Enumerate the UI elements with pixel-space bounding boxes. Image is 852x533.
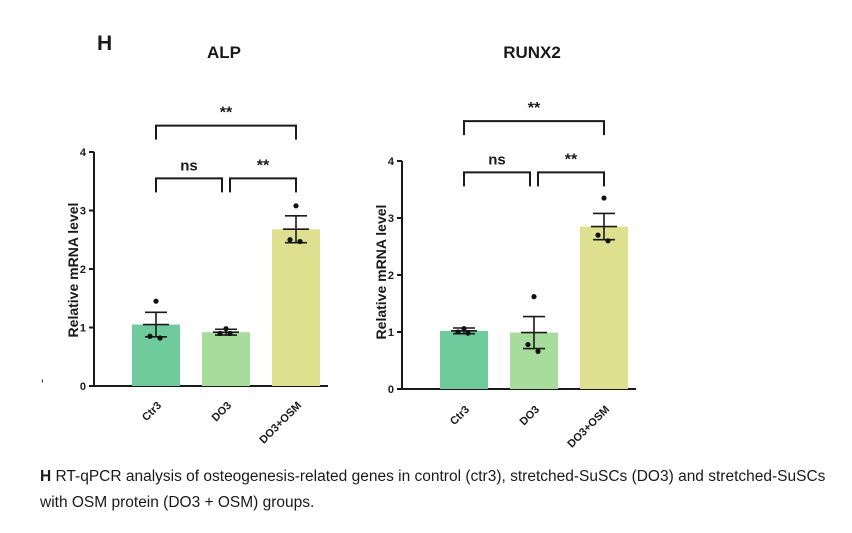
- significance-bracket: [463, 171, 531, 187]
- x-tick-label: DO3+OSM: [257, 400, 304, 447]
- data-point: [465, 330, 471, 336]
- y-tick-label: 0: [80, 381, 86, 393]
- data-point: [601, 195, 607, 201]
- significance-label: **: [565, 151, 578, 168]
- data-point: [293, 203, 299, 209]
- significance-bracket: [229, 177, 297, 193]
- significance-label: **: [528, 100, 541, 117]
- chart-runx2: RUNX2 Relative mRNA level 0 1 2 3 4 Ctr3 DO3 DO3+…: [373, 43, 636, 450]
- data-point: [595, 232, 601, 238]
- y-tick-label: 1: [388, 327, 394, 339]
- data-point: [147, 333, 153, 339]
- y-tick-label: 3: [80, 206, 86, 218]
- data-point: [223, 326, 229, 332]
- data-point: [217, 330, 223, 336]
- data-point: [157, 335, 163, 341]
- significance-label: ns: [180, 157, 198, 174]
- y-tick-label: 0: [388, 384, 394, 396]
- y-tick-label: 4: [80, 147, 87, 159]
- y-tick-label: 2: [388, 270, 394, 282]
- data-point: [227, 330, 233, 336]
- significance-bracket: [155, 124, 297, 140]
- data-point: [455, 329, 461, 335]
- bar: [440, 330, 488, 389]
- significance-label: **: [220, 105, 233, 122]
- figure-caption: H RT-qPCR analysis of osteogenesis-relat…: [40, 464, 830, 516]
- y-tick-label: 4: [388, 156, 395, 168]
- x-tick-label: DO3: [210, 400, 234, 424]
- data-point: [605, 238, 611, 244]
- bar: [580, 226, 628, 389]
- y-tick-label: 3: [388, 213, 394, 225]
- x-tick-label: DO3: [518, 404, 542, 428]
- x-tick-label: Ctr3: [448, 404, 472, 428]
- data-point: [461, 325, 467, 332]
- panel-letter: H: [97, 32, 112, 55]
- y-tick-label: 2: [80, 264, 86, 276]
- bar: [272, 229, 320, 386]
- chart-title: ALP: [207, 43, 241, 62]
- significance-bracket: [155, 177, 223, 193]
- significance-bracket: [537, 171, 605, 187]
- stray-mark: ': [41, 376, 44, 392]
- y-axis-label: Relative mRNA level: [65, 203, 81, 338]
- x-tick-label: Ctr3: [140, 400, 164, 424]
- x-tick-label: DO3+OSM: [565, 404, 612, 451]
- caption-text: RT-qPCR analysis of osteogenesis-related…: [40, 468, 826, 511]
- significance-label: ns: [488, 151, 506, 168]
- y-axis-label: Relative mRNA level: [373, 205, 389, 340]
- data-point: [531, 294, 537, 300]
- y-tick-label: 1: [80, 323, 86, 335]
- chart-title: RUNX2: [503, 43, 561, 62]
- chart-alp: ALP Relative mRNA level 0 1 2 3 4 Ctr3 DO3 DO3+OS…: [65, 43, 328, 446]
- data-point: [535, 348, 541, 354]
- significance-label: **: [257, 157, 270, 174]
- data-point: [525, 341, 531, 348]
- data-point: [153, 298, 159, 304]
- data-point: [287, 237, 293, 243]
- bar: [202, 332, 250, 386]
- significance-bracket: [463, 120, 605, 136]
- data-point: [297, 238, 303, 245]
- caption-letter: H: [40, 468, 52, 485]
